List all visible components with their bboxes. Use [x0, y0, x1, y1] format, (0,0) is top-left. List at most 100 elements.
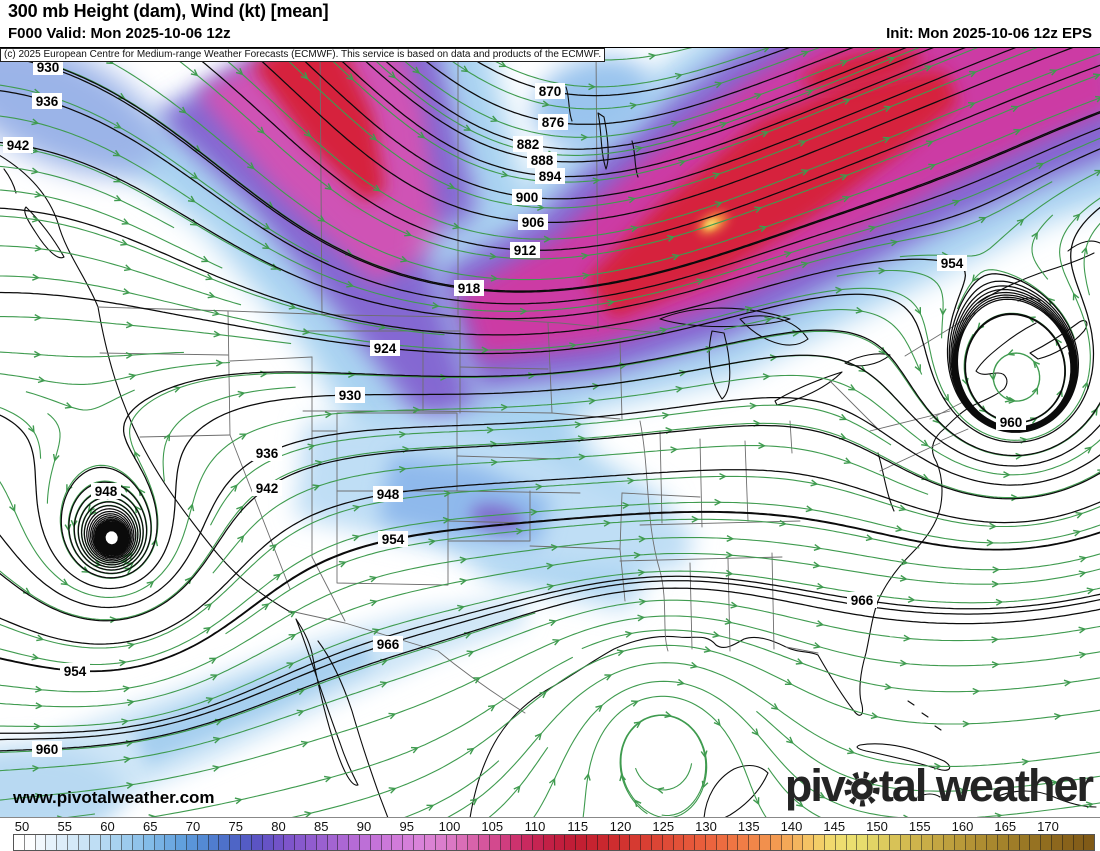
colorbar-cell — [403, 835, 414, 850]
colorbar-cell — [425, 835, 436, 850]
colorbar-tick: 95 — [400, 819, 414, 834]
colorbar-cell — [165, 835, 176, 850]
logo-text-post: tal weather — [879, 760, 1092, 812]
colorbar-cell — [36, 835, 47, 850]
colorbar-cell — [771, 835, 782, 850]
pivotal-weather-logo: piv tal weather — [785, 760, 1092, 812]
colorbar-cell — [360, 835, 371, 850]
colorbar-cell — [922, 835, 933, 850]
colorbar-cell — [241, 835, 252, 850]
watermark-url: www.pivotalweather.com — [13, 788, 215, 808]
colorbar-cell — [14, 835, 25, 850]
colorbar-cell — [901, 835, 912, 850]
colorbar-cell — [187, 835, 198, 850]
colorbar-tick: 75 — [229, 819, 243, 834]
colorbar-cell — [392, 835, 403, 850]
colorbar-cell — [133, 835, 144, 850]
colorbar-cell — [230, 835, 241, 850]
contour-label: 948 — [95, 484, 118, 499]
colorbar-cell — [252, 835, 263, 850]
colorbar-cell — [328, 835, 339, 850]
colorbar-cell — [436, 835, 447, 850]
colorbar-cell — [955, 835, 966, 850]
colorbar-tick: 50 — [15, 819, 29, 834]
contour-label: 942 — [256, 481, 279, 496]
colorbar-cell — [1041, 835, 1052, 850]
contour-label: 936 — [36, 94, 59, 109]
colorbar-tick: 165 — [994, 819, 1016, 834]
colorbar-cell — [1020, 835, 1031, 850]
colorbar-cell — [793, 835, 804, 850]
colorbar-cell — [544, 835, 555, 850]
colorbar-cell — [825, 835, 836, 850]
colorbar-cell — [814, 835, 825, 850]
colorbar-cell — [944, 835, 955, 850]
colorbar-tick: 145 — [823, 819, 845, 834]
colorbar-cell — [414, 835, 425, 850]
contour-label: 882 — [517, 137, 540, 152]
colorbar-tick: 100 — [439, 819, 461, 834]
colorbar-cell — [1030, 835, 1041, 850]
colorbar-tick: 170 — [1037, 819, 1059, 834]
colorbar-cell — [1063, 835, 1074, 850]
colorbar-cell — [836, 835, 847, 850]
contour-label: 912 — [514, 243, 537, 258]
colorbar-cell — [998, 835, 1009, 850]
contour-label: 894 — [539, 169, 562, 184]
colorbar-cell — [976, 835, 987, 850]
colorbar-tick: 85 — [314, 819, 328, 834]
colorbar-cell — [57, 835, 68, 850]
colorbar-cell — [533, 835, 544, 850]
colorbar-cell — [911, 835, 922, 850]
header: 300 mb Height (dam), Wind (kt) [mean] F0… — [0, 0, 1100, 47]
colorbar-cell — [717, 835, 728, 850]
colorbar-tick: 140 — [781, 819, 803, 834]
contour-label: 954 — [941, 256, 964, 271]
copyright-bar: (c) 2025 European Centre for Medium-rang… — [0, 48, 605, 62]
contour-label: 960 — [1000, 415, 1023, 430]
colorbar-cell — [684, 835, 695, 850]
colorbar-cell — [155, 835, 166, 850]
colorbar-tick: 60 — [100, 819, 114, 834]
colorbar-cell — [738, 835, 749, 850]
colorbar-cell — [576, 835, 587, 850]
colorbar-cell — [598, 835, 609, 850]
colorbar-cell — [966, 835, 977, 850]
colorbar-tick: 55 — [58, 819, 72, 834]
colorbar-cell — [782, 835, 793, 850]
colorbar-cell — [176, 835, 187, 850]
colorbar-cell — [641, 835, 652, 850]
colorbar-cell — [284, 835, 295, 850]
colorbar-cell — [674, 835, 685, 850]
colorbar-tick: 155 — [909, 819, 931, 834]
colorbar-cell — [987, 835, 998, 850]
gear-icon — [844, 771, 880, 807]
colorbar-cell — [371, 835, 382, 850]
colorbar-tick: 150 — [866, 819, 888, 834]
colorbar-cell — [263, 835, 274, 850]
colorbar-cell — [349, 835, 360, 850]
colorbar-cell — [857, 835, 868, 850]
contour-label: 966 — [377, 637, 400, 652]
colorbar-tick: 65 — [143, 819, 157, 834]
colorbar-cell — [609, 835, 620, 850]
colorbar-cell — [555, 835, 566, 850]
colorbar-cell — [565, 835, 576, 850]
colorbar-cell — [749, 835, 760, 850]
contour-label: 948 — [377, 487, 400, 502]
colorbar-cell — [879, 835, 890, 850]
contour-label: 954 — [382, 532, 405, 547]
colorbar-tick: 70 — [186, 819, 200, 834]
colorbar-cell — [630, 835, 641, 850]
contour-label: 924 — [374, 341, 397, 356]
contour-label: 900 — [516, 190, 539, 205]
weather-map-canvas: 9309369428708768828888949009069129189249… — [0, 48, 1100, 818]
contour-label: 960 — [36, 742, 59, 757]
contour-label: 876 — [542, 115, 565, 130]
colorbar-cell — [68, 835, 79, 850]
colorbar-cell — [868, 835, 879, 850]
colorbar-cell — [468, 835, 479, 850]
colorbar-cell — [890, 835, 901, 850]
colorbar-cell — [620, 835, 631, 850]
